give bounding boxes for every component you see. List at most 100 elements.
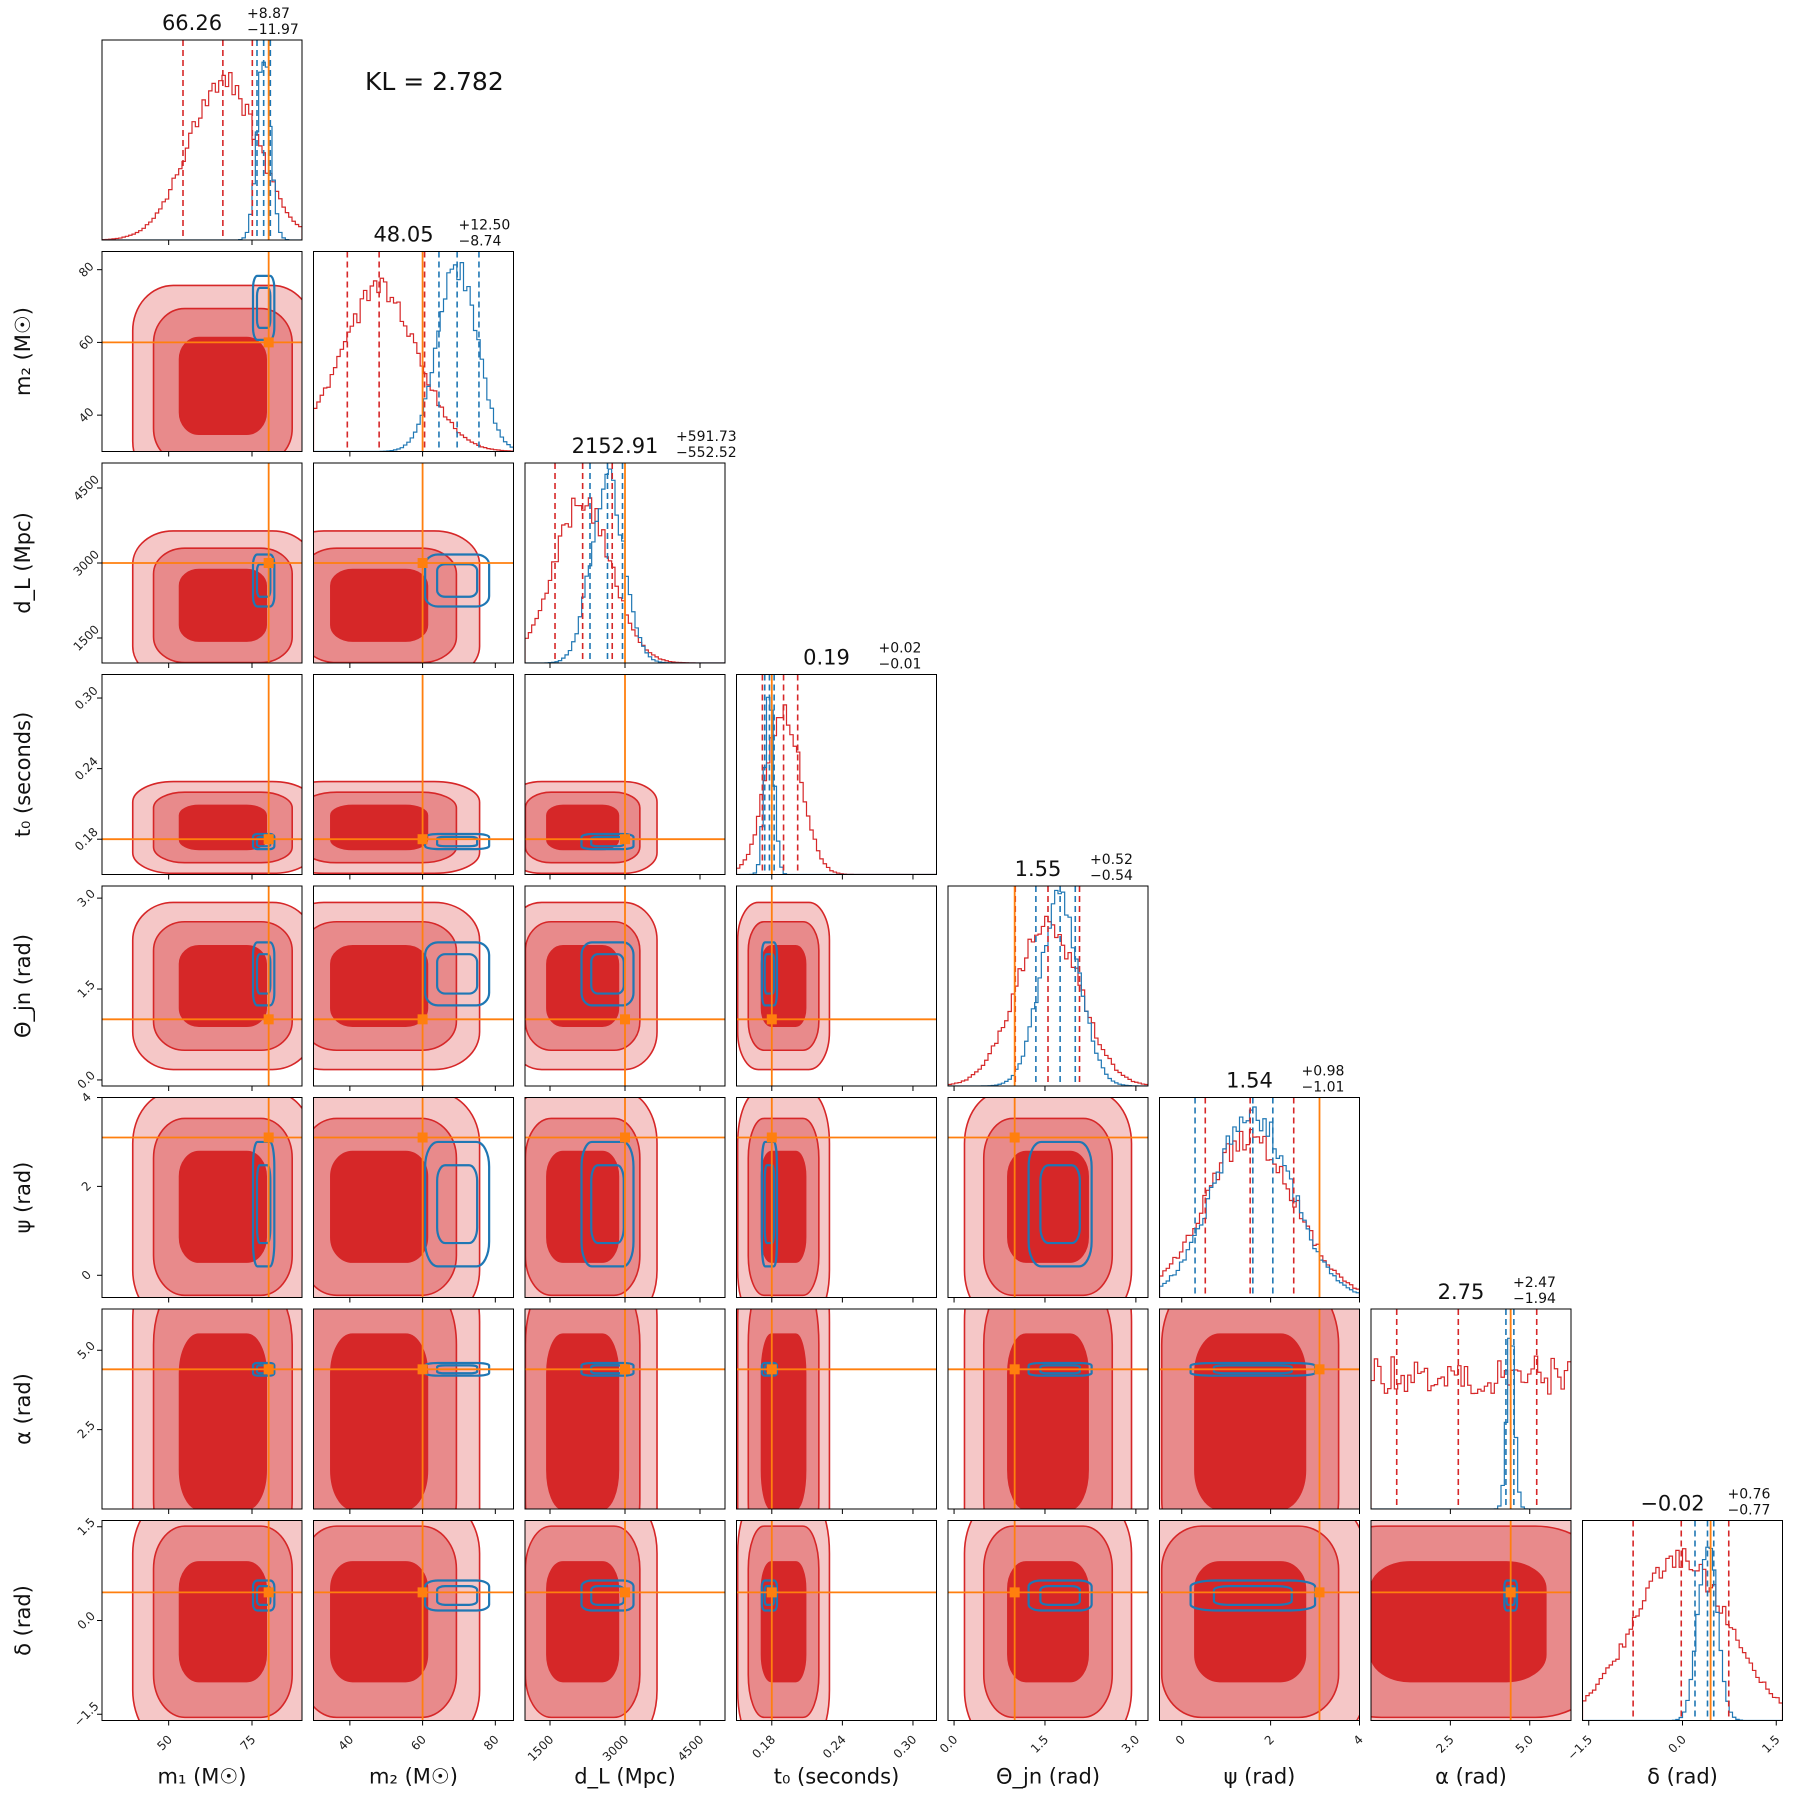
y-axis-label-thetajn: Θ_jn (rad)	[11, 934, 36, 1038]
panel-title-thetajn: 1.55	[1015, 857, 1062, 881]
y-tick-label: 3.0	[75, 886, 98, 909]
contour-posterior-b-level-1	[1039, 1585, 1081, 1606]
contour-posterior-a-level-2	[178, 568, 268, 642]
panel-title-alpha: 2.75	[1438, 1280, 1485, 1304]
truth-marker	[417, 1014, 428, 1025]
scatter-panel-delta-psi	[1159, 1520, 1360, 1721]
contour-posterior-b-level-0	[1027, 1579, 1093, 1612]
contour-posterior-b-level-1	[763, 1164, 776, 1245]
hist-posterior-b	[1582, 1546, 1783, 1721]
title-minus-error: −1.01	[1302, 1080, 1345, 1096]
diag-panel-content	[948, 886, 1148, 1086]
contour-posterior-b-level-1	[255, 286, 272, 329]
x-tick-label: 0.18	[749, 1732, 778, 1761]
y-tick-label: 0.0	[75, 1068, 98, 1091]
panel-frame	[1159, 1097, 1360, 1298]
truth-marker	[263, 558, 274, 568]
scatter-panel-content	[948, 1309, 1148, 1509]
x-tick-label: 80	[481, 1732, 502, 1753]
title-plus-error: +8.87	[247, 6, 290, 22]
y-tick-label: 1.5	[75, 1515, 98, 1538]
panel-frame	[101, 674, 303, 875]
x-axis-label-dL: d_L (Mpc)	[574, 1765, 676, 1790]
hist-posterior-b	[1159, 1106, 1360, 1298]
x-axis-label-m2: m₂ (M☉)	[369, 1765, 458, 1789]
scatter-panel-content	[1371, 1520, 1571, 1721]
scatter-panel-delta-t0	[736, 1520, 937, 1721]
diag-panel-m2: 48.05 +12.50−8.74	[313, 218, 514, 452]
scatter-panel-delta-alpha	[1370, 1520, 1572, 1721]
x-axis-label-delta: δ (rad)	[1647, 1765, 1718, 1789]
scatter-panel-psi-dL	[524, 1097, 726, 1298]
contour-posterior-b-level-1	[255, 953, 272, 995]
scatter-panel-content	[313, 1097, 514, 1298]
scatter-panel-delta-dL	[524, 1520, 726, 1721]
scatter-panel-content	[736, 1520, 937, 1721]
x-axis-label-thetajn: Θ_jn (rad)	[996, 1765, 1100, 1790]
contour-posterior-b-level-1	[436, 1164, 479, 1245]
title-minus-error: −0.77	[1728, 1503, 1771, 1519]
diag-panel-content	[1371, 1309, 1571, 1509]
scatter-panel-content	[525, 674, 725, 875]
panel-frame	[736, 1308, 937, 1510]
scatter-panel-alpha-psi	[1159, 1308, 1360, 1510]
y-axis-label-dL: d_L (Mpc)	[11, 512, 36, 614]
scatter-panel-alpha-dL	[524, 1308, 726, 1510]
scatter-panel-content	[525, 1309, 725, 1509]
truth-marker	[417, 1364, 428, 1375]
y-axis-label-psi: ψ (rad)	[11, 1162, 35, 1234]
title-minus-error: −0.01	[879, 657, 922, 673]
truth-marker	[263, 337, 274, 348]
scatter-panel-dL-m1	[101, 462, 303, 664]
x-tick-label: 60	[408, 1732, 429, 1753]
y-tick-label: 4	[79, 1090, 94, 1105]
x-tick-label: 2	[1262, 1732, 1277, 1747]
hist-posterior-a	[1582, 1548, 1783, 1721]
title-minus-error: −11.97	[247, 22, 299, 38]
panel-frame	[1159, 1520, 1360, 1721]
y-tick-label: 60	[76, 332, 97, 353]
scatter-panel-content	[736, 886, 937, 1086]
panel-frame	[313, 1520, 514, 1721]
scatter-panel-delta-thetajn	[947, 1520, 1149, 1721]
contour-posterior-b-level-0	[424, 1140, 491, 1268]
truth-marker	[1009, 1587, 1020, 1598]
panel-frame	[313, 462, 514, 664]
panel-frame	[313, 674, 514, 875]
panel-frame	[1370, 1308, 1572, 1510]
scatter-panel-content	[102, 1097, 302, 1298]
scatter-panel-content	[102, 674, 302, 875]
contour-posterior-b-level-1	[436, 835, 479, 848]
contour-posterior-a-level-2	[546, 945, 620, 1027]
contour-posterior-a-level-2	[178, 1333, 267, 1509]
y-tick-label: 5.0	[75, 1339, 98, 1362]
scatter-panel-content	[313, 1309, 514, 1509]
y-tick-label: 80	[76, 259, 97, 280]
truth-marker	[417, 558, 428, 568]
contour-posterior-b-level-0	[424, 553, 491, 608]
scatter-panel-t0-m1	[101, 674, 303, 875]
panel-frame	[101, 1308, 303, 1510]
contour-posterior-b-level-0	[251, 1579, 276, 1612]
contour-posterior-b-level-0	[251, 832, 276, 851]
truth-marker	[417, 834, 428, 845]
scatter-panel-content	[313, 886, 514, 1086]
scatter-panel-content	[525, 1097, 725, 1298]
scatter-panel-t0-m2	[313, 674, 514, 875]
diag-panel-content	[1582, 1520, 1783, 1721]
contour-posterior-b-level-0	[1027, 1140, 1093, 1268]
contour-posterior-b-level-1	[436, 1585, 479, 1606]
hist-posterior-a	[313, 277, 514, 452]
panel-title-delta: −0.02	[1640, 1492, 1704, 1516]
hist-posterior-a	[1371, 1355, 1571, 1509]
scatter-panel-content	[313, 1520, 514, 1721]
contour-posterior-b-level-0	[251, 941, 276, 1007]
x-tick-label: −1.5	[1565, 1732, 1596, 1763]
x-tick-label: 0.30	[891, 1732, 920, 1761]
contour-posterior-b-level-1	[1039, 1164, 1081, 1245]
title-minus-error: −1.94	[1513, 1291, 1556, 1307]
contour-posterior-b-level-0	[760, 1579, 779, 1612]
contour-posterior-b-level-0	[580, 1140, 635, 1268]
contour-posterior-a-level-2	[178, 1150, 268, 1263]
x-tick-label: 75	[238, 1732, 259, 1753]
